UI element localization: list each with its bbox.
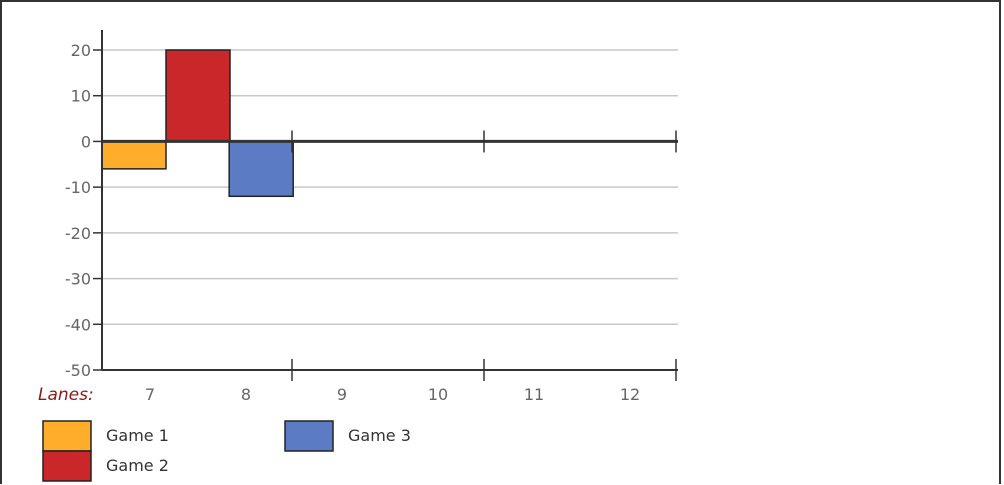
- x-tick-label: 10: [428, 385, 448, 404]
- y-tick-label: -10: [65, 178, 91, 197]
- bars: [101, 49, 294, 198]
- legend-item: Game 1: [42, 420, 169, 452]
- x-tick-label: 8: [241, 385, 251, 404]
- legend-label: Game 3: [348, 426, 411, 445]
- y-tick-label: 20: [71, 41, 91, 60]
- legend-swatch: [284, 420, 334, 452]
- y-tick-label: -30: [65, 270, 91, 289]
- y-tick-label: -50: [65, 361, 91, 380]
- x-tick-label: 12: [620, 385, 640, 404]
- y-tick-label: -40: [65, 315, 91, 334]
- bar-game-2: [165, 49, 231, 143]
- x-axis-title: Lanes:: [38, 385, 94, 405]
- y-tick-label: 0: [81, 132, 91, 151]
- bar-game-1: [101, 140, 167, 170]
- legend-label: Game 2: [106, 456, 169, 475]
- legend-swatch: [42, 450, 92, 482]
- x-tick-label: 11: [524, 385, 544, 404]
- legend-item: Game 2: [42, 450, 169, 482]
- x-tick-label: 7: [145, 385, 155, 404]
- legend: Game 1 Game 2 Game 3: [42, 420, 411, 482]
- y-tick-labels: 20 10 0 -10 -20 -30 -40 -50: [65, 41, 91, 380]
- x-tick-label: 9: [337, 385, 347, 404]
- legend-label: Game 1: [106, 426, 169, 445]
- legend-item: Game 3: [284, 420, 411, 452]
- y-tick-label: -20: [65, 224, 91, 243]
- axes: [93, 30, 678, 381]
- bar-game-3: [228, 140, 294, 198]
- x-tick-labels: 7 8 9 10 11 12: [145, 385, 640, 404]
- legend-swatch: [42, 420, 92, 452]
- y-tick-label: 10: [71, 87, 91, 106]
